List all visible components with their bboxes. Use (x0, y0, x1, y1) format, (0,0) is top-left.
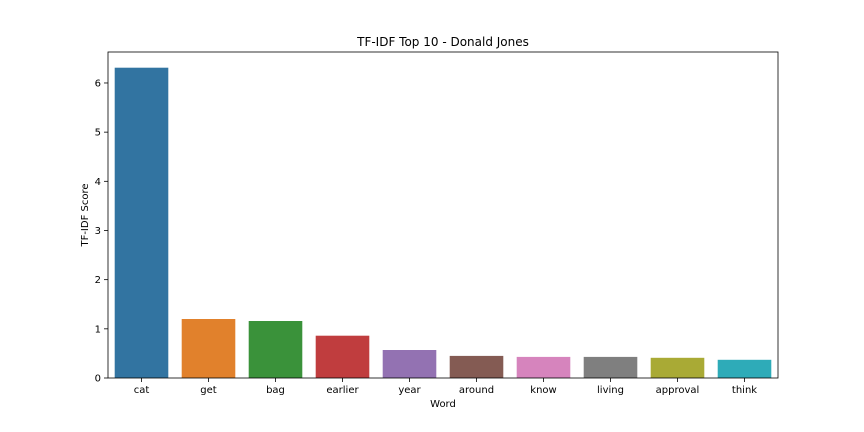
x-tick-label: know (530, 385, 556, 396)
x-axis-label: Word (430, 399, 456, 410)
x-tick-label: living (597, 385, 624, 396)
y-tick-label: 3 (95, 226, 101, 237)
x-tick-label: cat (134, 385, 150, 396)
bars-group (114, 67, 772, 378)
bar-bag (248, 321, 303, 378)
bar-earlier (315, 335, 370, 378)
x-tick-label: year (398, 385, 421, 396)
y-tick-label: 6 (95, 78, 101, 89)
y-tick-label: 0 (95, 374, 101, 385)
bar-cat (114, 67, 169, 378)
x-tick-label: around (459, 385, 494, 396)
bar-living (583, 356, 638, 378)
bar-know (516, 356, 571, 378)
y-tick-label: 2 (95, 275, 101, 286)
bar-around (449, 355, 504, 378)
x-tick-label: earlier (326, 385, 359, 396)
x-tick-label: get (200, 385, 217, 396)
y-tick-label: 1 (95, 324, 101, 335)
x-axis-ticks: cat get bag earlier year around know living appr… (134, 378, 757, 396)
y-axis-ticks: 0 1 2 3 4 5 6 (95, 78, 108, 385)
x-tick-label: think (732, 385, 757, 396)
y-tick-label: 5 (95, 128, 101, 139)
plot-frame (107, 51, 779, 379)
y-axis-label: TF-IDF Score (80, 183, 91, 247)
x-tick-label: approval (656, 385, 700, 396)
y-tick-label: 4 (95, 177, 101, 188)
bar-approval (650, 357, 705, 378)
chart-title: TF-IDF Top 10 - Donald Jones (356, 35, 529, 49)
bar-year (382, 350, 437, 378)
bar-think (717, 359, 772, 378)
x-tick-label: bag (266, 385, 285, 396)
bar-get (181, 319, 236, 378)
